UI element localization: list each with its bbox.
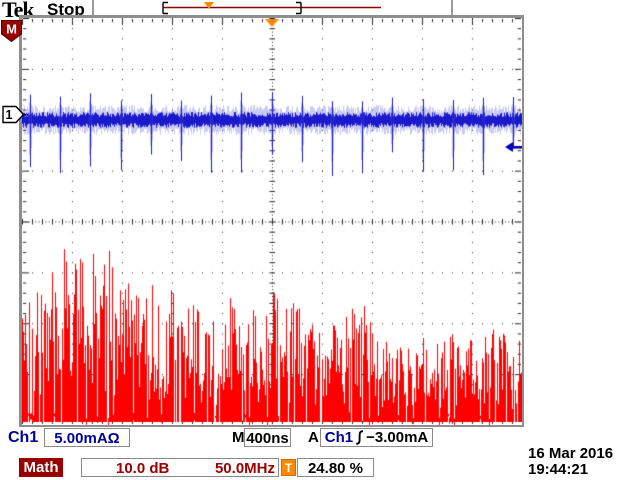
trigger-readout: Ch1 −3.00mA [320, 428, 433, 447]
ch1-readout-label: Ch1 [8, 429, 39, 446]
trigger-position-readout: 24.80 % [297, 458, 374, 477]
math-readout-badge: Math [19, 458, 63, 477]
datetime-display: 16 Mar 2016 19:44:21 [528, 446, 613, 477]
window-bracket-left [162, 1, 168, 15]
math-readout: 10.0 dB 50.0MHz [81, 458, 279, 477]
date-label: 16 Mar 2016 [528, 445, 614, 462]
rising-edge-slope-icon [356, 430, 364, 445]
math-scale: 10.0 dB [116, 460, 170, 477]
topbar-divider [92, 0, 94, 15]
trigger-position-icon: T [281, 459, 296, 476]
trigger-level: −3.00mA [366, 429, 429, 446]
trigger-readout-label: A [308, 429, 319, 446]
window-bracket-right [296, 1, 302, 15]
waveform-display [22, 18, 522, 425]
timebase-readout-label: M [232, 429, 245, 446]
ch1-flag-label: 1 [6, 108, 13, 122]
trigger-position-triangle-icon [204, 2, 214, 9]
math-ref-badge-label: M [6, 22, 17, 37]
math-ref-badge: M [1, 20, 22, 42]
record-view-bar [162, 1, 381, 15]
acquisition-status: Stop [47, 0, 85, 19]
ch1-scale-readout: 5.00mAΩ [44, 428, 130, 447]
trigger-source: Ch1 [324, 429, 354, 446]
math-frequency: 50.0MHz [214, 460, 275, 477]
ch1-position-marker: 1 [2, 105, 28, 124]
time-label: 19:44:21 [528, 460, 589, 478]
timebase-readout: 400ns [244, 428, 291, 447]
topbar-divider [451, 0, 453, 15]
